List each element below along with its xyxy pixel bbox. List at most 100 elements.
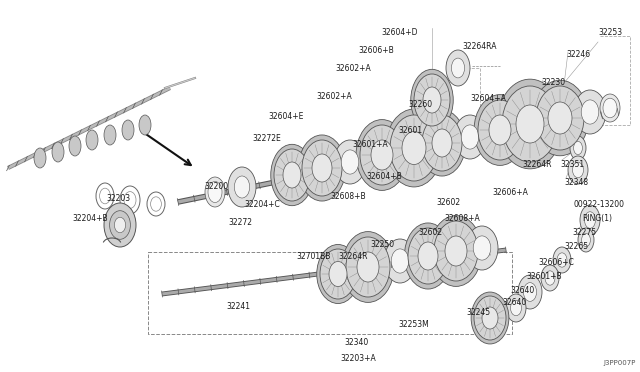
Text: 32351: 32351 [560, 160, 584, 169]
Ellipse shape [502, 86, 558, 162]
Text: 32264R: 32264R [338, 252, 367, 261]
Ellipse shape [600, 94, 620, 122]
Ellipse shape [548, 102, 572, 134]
Ellipse shape [356, 120, 408, 190]
Ellipse shape [208, 182, 222, 202]
Ellipse shape [320, 249, 356, 299]
Ellipse shape [104, 125, 116, 145]
Text: 32241: 32241 [226, 302, 250, 311]
Text: 32272E: 32272E [252, 134, 281, 143]
Ellipse shape [341, 150, 359, 174]
Ellipse shape [404, 223, 452, 289]
Ellipse shape [474, 296, 506, 340]
Ellipse shape [423, 87, 441, 113]
Text: 32253M: 32253M [398, 320, 429, 329]
Text: 32340: 32340 [344, 338, 368, 347]
Text: 32246: 32246 [566, 50, 590, 59]
Ellipse shape [422, 115, 462, 171]
Ellipse shape [506, 294, 526, 322]
Ellipse shape [545, 271, 555, 285]
Text: 32272: 32272 [228, 218, 252, 227]
Ellipse shape [553, 247, 571, 273]
Ellipse shape [524, 283, 536, 301]
Ellipse shape [574, 90, 606, 134]
Ellipse shape [451, 58, 465, 78]
Ellipse shape [69, 136, 81, 156]
Ellipse shape [432, 129, 452, 157]
Ellipse shape [390, 115, 438, 181]
Ellipse shape [357, 252, 379, 282]
Ellipse shape [580, 205, 600, 235]
Text: 32604+B: 32604+B [366, 172, 402, 181]
Ellipse shape [334, 140, 366, 184]
Ellipse shape [603, 98, 617, 118]
Ellipse shape [115, 217, 125, 233]
Text: 32640: 32640 [502, 298, 526, 307]
Text: 32230: 32230 [541, 78, 565, 87]
Text: 32701BB: 32701BB [296, 252, 330, 261]
Text: 32245: 32245 [466, 308, 490, 317]
Text: 32253: 32253 [598, 28, 622, 37]
Text: 32260: 32260 [408, 100, 432, 109]
Ellipse shape [386, 109, 442, 187]
Ellipse shape [346, 237, 390, 297]
Ellipse shape [430, 216, 482, 286]
Text: 32608+A: 32608+A [444, 214, 480, 223]
Ellipse shape [511, 300, 522, 316]
Text: 32265: 32265 [564, 242, 588, 251]
Ellipse shape [497, 79, 563, 169]
Ellipse shape [139, 115, 151, 135]
Ellipse shape [578, 228, 594, 252]
Ellipse shape [573, 141, 582, 155]
Ellipse shape [402, 131, 426, 164]
Text: 32250: 32250 [370, 240, 394, 249]
Ellipse shape [298, 135, 346, 201]
Text: 32204+B: 32204+B [72, 214, 108, 223]
Ellipse shape [536, 86, 584, 150]
Ellipse shape [52, 142, 64, 162]
Ellipse shape [570, 136, 586, 160]
Ellipse shape [411, 69, 453, 131]
Ellipse shape [446, 50, 470, 86]
Ellipse shape [478, 100, 522, 160]
Ellipse shape [482, 307, 498, 329]
Ellipse shape [541, 265, 559, 291]
Ellipse shape [317, 244, 359, 304]
Ellipse shape [466, 226, 498, 270]
Ellipse shape [86, 130, 98, 150]
Ellipse shape [532, 80, 588, 156]
Text: 00922-13200: 00922-13200 [574, 200, 625, 209]
Text: RING(1): RING(1) [582, 214, 612, 223]
Text: 32203+A: 32203+A [340, 354, 376, 363]
Text: 32604+E: 32604+E [268, 112, 303, 121]
Text: 32275: 32275 [572, 228, 596, 237]
Text: 32606+A: 32606+A [492, 188, 528, 197]
Ellipse shape [418, 242, 438, 270]
Ellipse shape [408, 228, 448, 284]
Ellipse shape [516, 105, 544, 143]
Text: 32602+A: 32602+A [335, 64, 371, 73]
Ellipse shape [473, 236, 491, 260]
Ellipse shape [419, 110, 466, 176]
Ellipse shape [471, 292, 509, 344]
Ellipse shape [434, 221, 478, 281]
Text: 32203: 32203 [106, 194, 130, 203]
Ellipse shape [104, 203, 136, 247]
Ellipse shape [274, 149, 310, 201]
Text: 32602: 32602 [418, 228, 442, 237]
Ellipse shape [568, 156, 588, 184]
Text: J3PP007P: J3PP007P [604, 360, 636, 366]
Text: 32264RA: 32264RA [462, 42, 497, 51]
Text: 32608+B: 32608+B [330, 192, 365, 201]
Ellipse shape [518, 275, 542, 309]
Ellipse shape [34, 148, 46, 168]
Ellipse shape [228, 167, 256, 207]
Ellipse shape [342, 232, 394, 302]
Ellipse shape [360, 125, 404, 185]
Text: 32606+C: 32606+C [538, 258, 574, 267]
Text: 32348: 32348 [564, 178, 588, 187]
Text: 32200: 32200 [204, 182, 228, 191]
Ellipse shape [584, 212, 595, 228]
Ellipse shape [109, 211, 131, 239]
Ellipse shape [283, 162, 301, 188]
